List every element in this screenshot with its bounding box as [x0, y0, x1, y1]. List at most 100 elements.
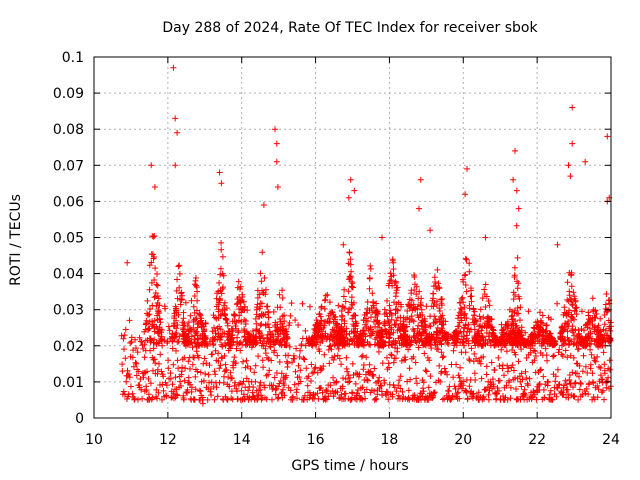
- data-point: [152, 290, 159, 296]
- data-point: [411, 328, 418, 334]
- data-point: [569, 104, 576, 111]
- data-point: [371, 388, 378, 394]
- data-point: [175, 338, 182, 345]
- data-point: [149, 233, 156, 240]
- data-point: [427, 323, 434, 330]
- data-point: [594, 324, 601, 331]
- data-point: [238, 387, 245, 394]
- data-point: [370, 373, 377, 379]
- data-point: [375, 348, 382, 355]
- data-point: [276, 359, 283, 365]
- data-point: [165, 357, 172, 364]
- data-point: [178, 297, 185, 303]
- data-point: [349, 280, 356, 287]
- data-point: [525, 308, 532, 315]
- data-point: [389, 282, 396, 289]
- data-point: [323, 396, 330, 403]
- data-point: [381, 380, 388, 386]
- data-point: [476, 323, 483, 330]
- data-point: [198, 319, 205, 326]
- data-point: [239, 381, 246, 387]
- data-point: [201, 342, 208, 349]
- x-tick-label: 20: [454, 432, 472, 448]
- data-point: [392, 293, 399, 300]
- data-point: [480, 353, 487, 360]
- data-point: [413, 375, 420, 382]
- data-point: [145, 375, 152, 382]
- data-point: [481, 291, 488, 298]
- data-point: [346, 273, 353, 280]
- data-point: [260, 364, 267, 371]
- data-point: [585, 319, 591, 326]
- data-point: [547, 387, 554, 394]
- data-point: [397, 373, 404, 380]
- data-point: [264, 334, 270, 341]
- data-point: [417, 176, 424, 183]
- data-point: [275, 333, 282, 340]
- data-point: [319, 389, 326, 396]
- data-point: [432, 279, 439, 285]
- data-point: [235, 329, 241, 336]
- data-point: [427, 227, 434, 234]
- data-point: [518, 370, 525, 377]
- data-point: [231, 354, 238, 361]
- data-point: [406, 315, 413, 322]
- data-point: [583, 385, 590, 392]
- data-point: [169, 338, 176, 345]
- data-point: [182, 299, 189, 306]
- data-point: [571, 307, 578, 314]
- data-point: [444, 371, 451, 378]
- data-point: [222, 361, 229, 368]
- data-point: [152, 360, 159, 367]
- data-point: [452, 329, 459, 335]
- data-point: [371, 365, 378, 372]
- data-point: [312, 364, 319, 371]
- y-tick-label: 0.02: [53, 339, 84, 355]
- data-point: [569, 369, 576, 376]
- data-point: [599, 335, 606, 342]
- data-point: [298, 341, 305, 348]
- data-point: [194, 368, 201, 375]
- data-point: [147, 347, 154, 354]
- data-point: [324, 291, 331, 298]
- data-point: [392, 322, 399, 329]
- data-point: [457, 299, 464, 306]
- data-point: [601, 361, 608, 368]
- data-point: [366, 369, 373, 376]
- data-point: [197, 388, 204, 395]
- data-point: [436, 305, 443, 312]
- data-point: [180, 315, 187, 322]
- data-point: [341, 286, 348, 293]
- data-point: [394, 284, 401, 291]
- data-point: [239, 341, 246, 348]
- data-point: [512, 147, 518, 154]
- data-point: [601, 321, 608, 328]
- data-point: [406, 365, 413, 372]
- data-point: [261, 384, 268, 391]
- y-tick-label: 0.06: [53, 194, 84, 210]
- data-point: [338, 361, 345, 368]
- data-point: [471, 370, 478, 377]
- data-point: [308, 335, 315, 342]
- data-point: [243, 375, 250, 382]
- data-point: [438, 315, 445, 322]
- data-point: [330, 318, 337, 325]
- data-point: [154, 271, 160, 277]
- data-point: [322, 330, 329, 337]
- data-point: [182, 337, 189, 344]
- data-point: [385, 342, 392, 349]
- data-point: [216, 365, 223, 372]
- data-point: [326, 299, 333, 306]
- data-point: [542, 345, 549, 352]
- data-point: [180, 396, 187, 403]
- data-point: [315, 395, 322, 402]
- data-point: [240, 358, 246, 365]
- data-point: [214, 393, 221, 400]
- data-point: [340, 338, 347, 345]
- data-point: [412, 281, 418, 288]
- data-point: [170, 361, 177, 368]
- data-point: [546, 330, 553, 337]
- data-point: [238, 297, 245, 304]
- data-point: [512, 292, 519, 298]
- data-point: [121, 346, 127, 353]
